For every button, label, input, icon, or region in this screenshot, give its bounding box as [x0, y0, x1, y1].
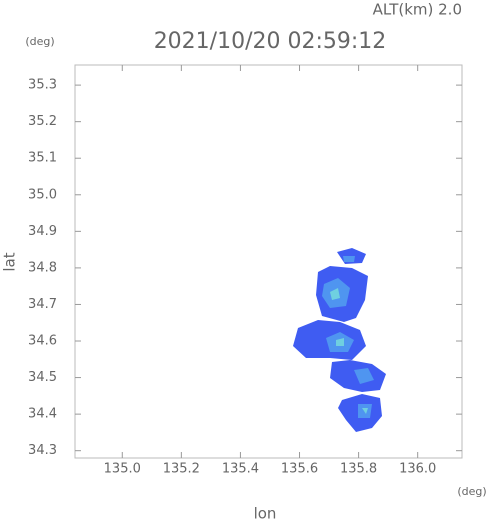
- y-tick-label: 35.1: [28, 151, 57, 166]
- y-tick-label: 34.5: [28, 370, 57, 385]
- x-tick-label: 135.8: [340, 462, 377, 477]
- y-tick-label: 34.6: [28, 334, 57, 349]
- y-tick-label: 34.9: [28, 224, 57, 239]
- y-tick-label: 34.7: [28, 297, 57, 312]
- x-tick-label: 135.6: [281, 462, 318, 477]
- x-tick-label: 135.2: [163, 462, 200, 477]
- chart-title: 2021/10/20 02:59:12: [154, 29, 387, 54]
- y-unit: (deg): [25, 35, 54, 48]
- radar-echo: [293, 248, 386, 432]
- x-tick-label: 136.0: [399, 462, 436, 477]
- y-tick-label: 35.3: [28, 78, 57, 93]
- y-tick-label: 35.2: [28, 114, 57, 129]
- chart-subtitle: ALT(km) 2.0: [373, 1, 462, 19]
- y-tick-label: 35.0: [28, 187, 57, 202]
- y-tick-label: 34.3: [28, 443, 57, 458]
- y-tick-label: 34.4: [28, 407, 57, 422]
- x-unit: (deg): [457, 485, 486, 498]
- x-axis-label: lon: [254, 505, 277, 521]
- y-axis-label: lat: [1, 252, 19, 271]
- x-tick-label: 135.4: [222, 462, 259, 477]
- y-tick-label: 34.8: [28, 260, 57, 275]
- plot-frame: [74, 64, 463, 459]
- x-tick-label: 135.0: [104, 462, 141, 477]
